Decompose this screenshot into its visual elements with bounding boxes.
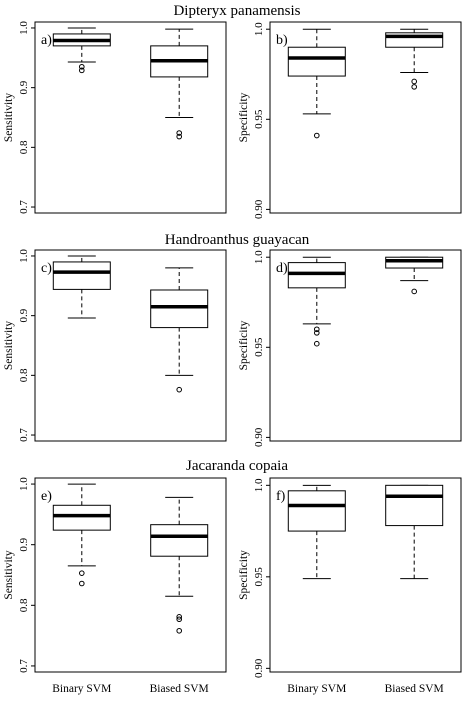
row-title-1: Dipteryx panamensis	[173, 3, 300, 19]
iqr-box	[150, 524, 209, 557]
y-axis-label: Specificity	[238, 92, 250, 142]
y-axis-label: Sensitivity	[3, 93, 15, 142]
panel-3: d) Specificity 0.90 0.95 1.0	[238, 249, 462, 447]
box-1	[150, 267, 209, 393]
box-1	[150, 28, 209, 140]
x-category-label: Binary SVM	[287, 683, 346, 695]
outlier-point	[313, 132, 320, 139]
plot-frame	[34, 249, 227, 442]
iqr-box	[52, 261, 111, 290]
y-tick-label: 0.8	[18, 368, 30, 382]
row-title-3: Jacaranda copaia	[186, 458, 288, 474]
plot-frame	[269, 477, 462, 673]
iqr-box	[52, 504, 111, 531]
box-0	[287, 28, 346, 139]
outlier-point	[176, 614, 183, 620]
y-tick-label: 0.95	[253, 567, 265, 587]
y-tick-label: 0.8	[18, 598, 30, 612]
box-1	[385, 484, 444, 580]
y-tick-label: 0.95	[253, 337, 265, 357]
y-tick-label: 0.90	[253, 199, 265, 219]
plot-frame	[34, 477, 227, 673]
x-category-label: Binary SVM	[52, 683, 111, 695]
iqr-box	[287, 46, 346, 77]
box-0	[287, 256, 346, 347]
y-tick-label: 0.7	[18, 659, 30, 673]
box-0	[287, 484, 346, 580]
y-tick-label: 0.8	[18, 140, 30, 154]
box-0	[52, 27, 111, 74]
y-tick-label: 1.0	[253, 478, 265, 492]
outlier-point	[176, 386, 183, 393]
outlier-point	[78, 63, 85, 70]
y-tick-label: 1.0	[253, 250, 265, 264]
panel-1: b) Specificity 0.90 0.95 1.0	[238, 21, 462, 219]
outlier-point	[78, 580, 85, 587]
outlier-point	[313, 326, 320, 333]
box-1	[385, 28, 444, 90]
outlier-point	[176, 627, 183, 634]
box-1	[385, 256, 444, 295]
box-1	[150, 496, 209, 634]
panel-2: c) Sensitivity 0.7 0.8 0.9 1.0	[3, 249, 227, 442]
y-tick-label: 0.9	[18, 80, 30, 94]
iqr-box	[150, 289, 209, 329]
plot-frame	[269, 249, 462, 442]
panel-label: a)	[41, 33, 52, 48]
panel-label: e)	[41, 489, 52, 504]
iqr-box	[385, 256, 444, 269]
y-tick-label: 0.90	[253, 427, 265, 447]
box-0	[52, 483, 111, 587]
plot-frame	[269, 21, 462, 214]
y-tick-label: 0.95	[253, 109, 265, 129]
panel-4: e) Sensitivity 0.7 0.8 0.9 1.0 Binary SVM Biase…	[3, 477, 227, 695]
x-category-label: Biased SVM	[150, 683, 209, 695]
panel-label: b)	[276, 33, 288, 48]
box-0	[52, 255, 111, 319]
panel-5: f) Specificity 0.90 0.95 1.0 Binary SVM Biased…	[238, 477, 462, 695]
y-tick-label: 1.0	[253, 22, 265, 36]
y-axis-label: Sensitivity	[3, 321, 15, 370]
outlier-point	[411, 78, 418, 85]
panel-label: c)	[41, 261, 52, 276]
y-tick-label: 0.9	[18, 308, 30, 322]
outlier-point	[313, 340, 320, 347]
outlier-point	[78, 570, 85, 576]
outlier-point	[78, 67, 85, 74]
iqr-box	[287, 490, 346, 532]
outlier-point	[176, 133, 183, 140]
outlier-point	[411, 288, 418, 295]
x-category-label: Biased SVM	[385, 683, 444, 695]
row-title-2: Handroanthus guayacan	[165, 232, 310, 248]
y-axis-label: Specificity	[238, 550, 250, 600]
y-tick-label: 0.7	[18, 200, 30, 214]
outlier-point	[411, 84, 418, 90]
outlier-point	[313, 330, 320, 336]
y-axis-label: Sensitivity	[3, 550, 15, 599]
outlier-point	[176, 616, 183, 623]
panel-label: d)	[276, 261, 288, 276]
y-tick-label: 0.9	[18, 537, 30, 551]
panel-0: a) Sensitivity 0.7 0.8 0.9 1.0	[3, 21, 227, 214]
y-tick-label: 0.90	[253, 658, 265, 678]
y-tick-label: 1.0	[18, 477, 30, 491]
panel-label: f)	[276, 489, 286, 504]
iqr-box	[385, 484, 444, 527]
iqr-box	[287, 262, 346, 289]
outlier-point	[176, 130, 183, 136]
y-tick-label: 1.0	[18, 249, 30, 263]
plot-frame	[34, 21, 227, 214]
y-axis-label: Specificity	[238, 320, 250, 370]
y-tick-label: 1.0	[18, 21, 30, 35]
y-tick-label: 0.7	[18, 428, 30, 442]
